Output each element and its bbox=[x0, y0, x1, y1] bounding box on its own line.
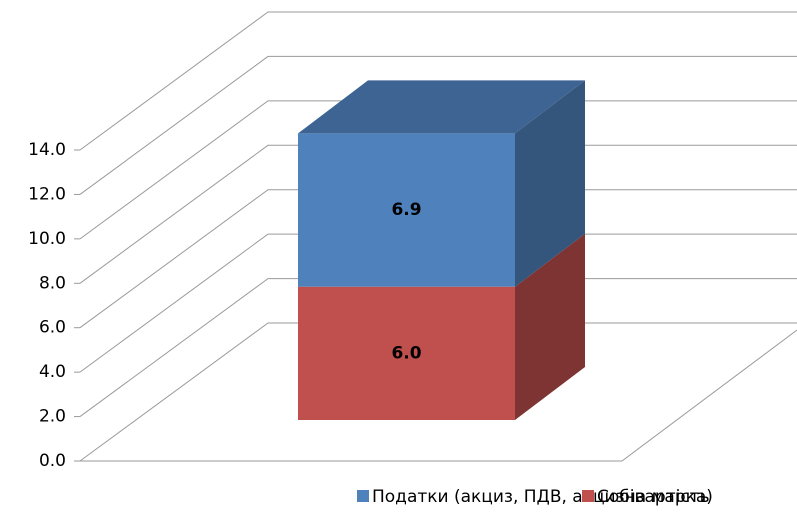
bar-front bbox=[298, 133, 515, 287]
legend-label: Собівартість bbox=[597, 487, 710, 507]
grid-line bbox=[79, 11, 797, 151]
y-tick-label: 0.0 bbox=[39, 451, 66, 471]
value-label: 6.9 bbox=[391, 200, 421, 220]
grid-line bbox=[79, 100, 797, 240]
legend-label: Податки (акциз, ПДВ, акцизна марка) bbox=[372, 487, 713, 507]
grid-line bbox=[79, 278, 797, 417]
bar-side bbox=[515, 80, 585, 287]
y-tick-label: 14.0 bbox=[28, 140, 66, 160]
grid-line bbox=[79, 233, 797, 373]
bar-side bbox=[515, 233, 585, 420]
y-tick-label: 12.0 bbox=[28, 184, 66, 204]
legend-swatch bbox=[357, 490, 369, 502]
grid-line bbox=[79, 55, 797, 195]
y-tick-label: 2.0 bbox=[39, 407, 66, 427]
y-tick-label: 4.0 bbox=[39, 362, 66, 382]
y-tick-label: 10.0 bbox=[28, 229, 66, 249]
y-tick-label: 8.0 bbox=[39, 273, 66, 293]
bar-top bbox=[298, 80, 585, 134]
value-label: 6.0 bbox=[391, 343, 421, 363]
legend-swatch bbox=[582, 490, 594, 502]
grid-line bbox=[79, 322, 797, 462]
grid-line bbox=[79, 189, 797, 329]
bar-front bbox=[298, 286, 515, 420]
grid-line bbox=[79, 144, 797, 284]
floor bbox=[80, 329, 797, 462]
y-tick-label: 6.0 bbox=[39, 318, 66, 338]
